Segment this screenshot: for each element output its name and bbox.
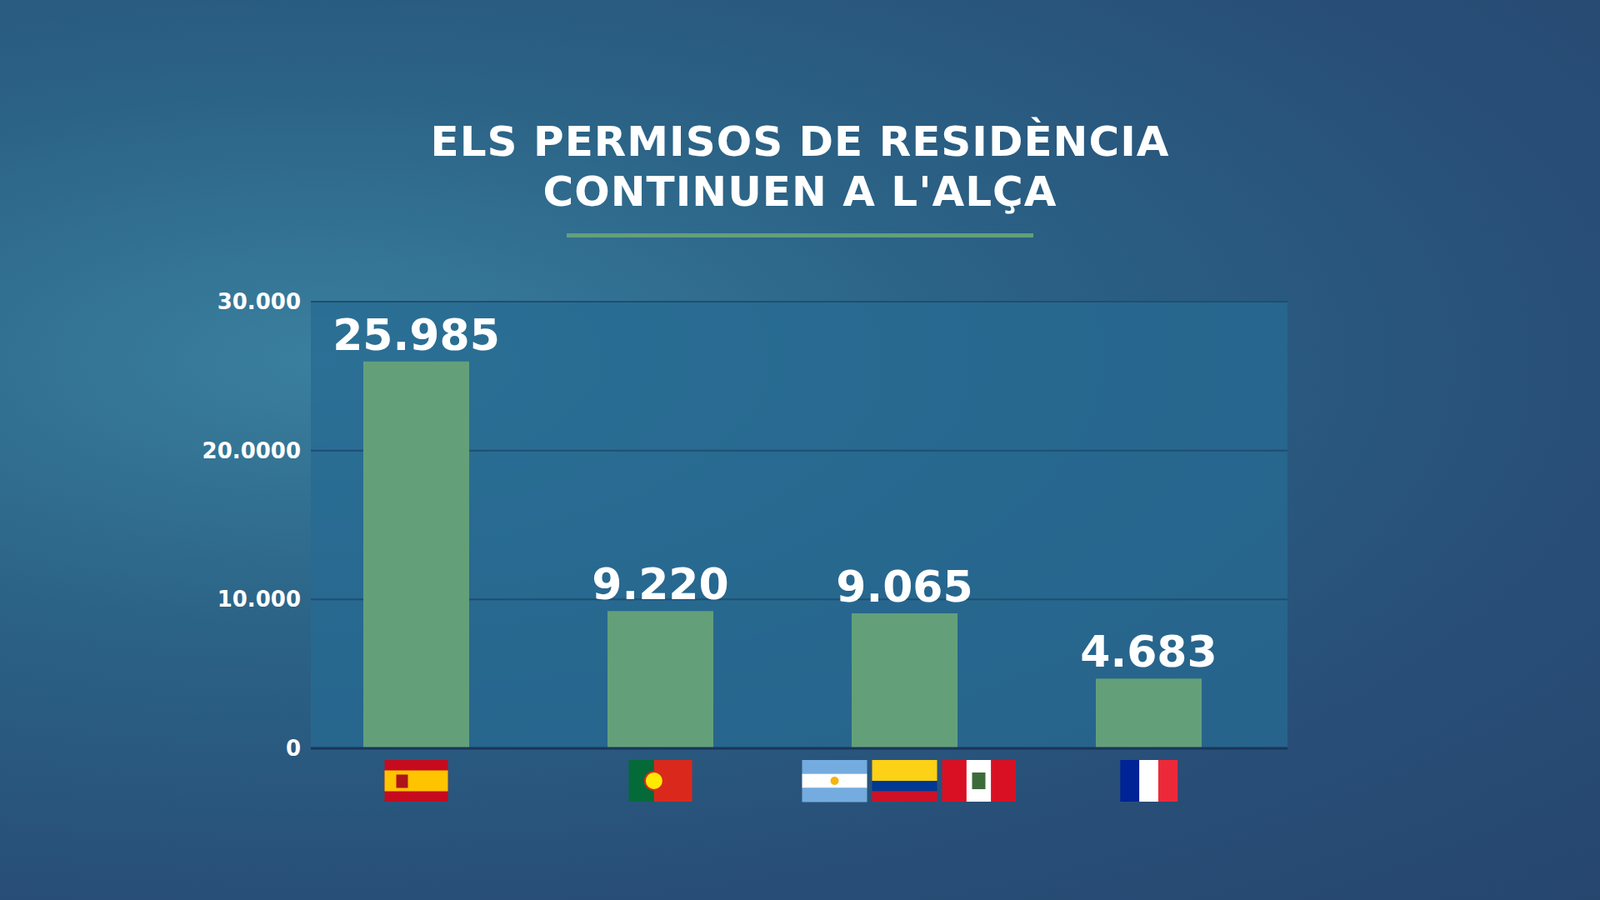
title-box: ELS PERMISOS DE RESIDÈNCIA CONTINUEN A L… [0, 116, 1600, 217]
flag-stripe [1120, 760, 1140, 802]
flag-stripe [802, 774, 868, 789]
flag-stripe [802, 787, 868, 802]
flag-stripe [1158, 760, 1178, 802]
flag-stripe [942, 760, 968, 802]
grid-line [310, 747, 1288, 750]
flag-emblem [830, 776, 840, 785]
flag-stripe [1139, 760, 1159, 802]
y-tick-label: 30.000 [217, 289, 301, 315]
flag-emblem [645, 771, 664, 790]
flag-stripe [385, 770, 449, 792]
flag-stripe [872, 760, 938, 781]
flag-stripe [802, 760, 868, 775]
plot-area [310, 301, 1288, 749]
bar [363, 361, 470, 749]
x-axis [310, 747, 1288, 750]
data-label: 9.220 [591, 559, 729, 610]
bar [851, 613, 958, 749]
flag-stripe [385, 760, 449, 802]
flag-stripe [966, 760, 992, 802]
bar [1095, 678, 1202, 749]
title: ELS PERMISOS DE RESIDÈNCIA CONTINUEN A L… [341, 116, 1259, 217]
flag-emblem [972, 772, 986, 790]
data-label: 4.683 [1080, 626, 1217, 677]
category-flag [385, 760, 449, 802]
y-tick-label: 20.0000 [202, 438, 301, 464]
chart: 0 10.000 20.0000 30.000 25.985 9.220 9.065 4.68… [0, 0, 1600, 900]
grid-line [310, 300, 1288, 303]
category-flag [802, 760, 1017, 803]
bars [363, 361, 1202, 749]
flag-emblem [396, 775, 409, 789]
title-underline [566, 233, 1034, 238]
flag-stripe [990, 760, 1016, 802]
category-flag [629, 760, 693, 802]
flag-stripe [872, 791, 938, 803]
y-tick-label: 10.000 [217, 586, 301, 612]
y-tick-label: 0 [285, 735, 301, 761]
data-label: 25.985 [332, 310, 500, 360]
bar [607, 610, 714, 749]
category-flag [1120, 760, 1178, 802]
flag-stripe [872, 780, 938, 792]
data-label: 9.065 [835, 561, 973, 612]
